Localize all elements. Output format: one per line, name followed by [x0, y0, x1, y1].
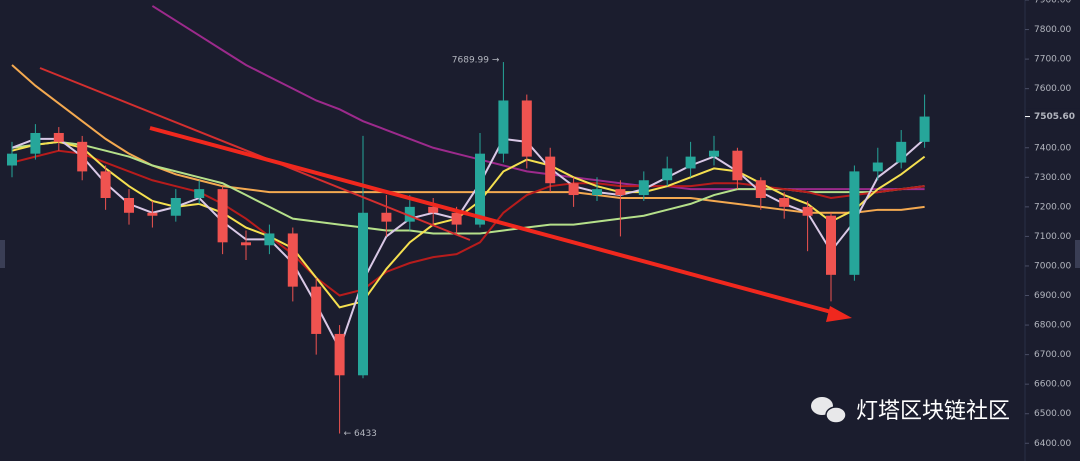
y-tick-label: 6600.00 — [1034, 380, 1071, 390]
side-handle — [1075, 240, 1080, 268]
candle-body — [358, 212, 368, 376]
candle-body — [896, 141, 907, 163]
candle-body — [779, 197, 790, 207]
candle-body — [381, 212, 392, 222]
low-annotation: ← 6433 — [344, 429, 377, 439]
candle-body — [194, 189, 205, 198]
candle-body — [755, 180, 766, 198]
y-tick-label: 7100.00 — [1034, 232, 1071, 242]
candle-body — [685, 156, 696, 169]
candle-body — [124, 197, 134, 213]
y-tick-label: 7000.00 — [1034, 261, 1071, 271]
candle-body — [709, 150, 719, 157]
high-annotation: 7689.99 → — [452, 56, 500, 66]
candle-body — [451, 212, 462, 225]
candle-body — [334, 333, 345, 376]
y-tick-label: 7700.00 — [1034, 55, 1071, 65]
trend-line — [39, 67, 471, 241]
moving-average-line — [11, 137, 926, 352]
candle-body — [241, 242, 251, 246]
candle-body — [77, 141, 88, 172]
watermark-icon — [811, 397, 847, 424]
candle-body — [826, 215, 836, 275]
y-tick-label: 7200.00 — [1034, 202, 1071, 212]
arrow-head — [826, 306, 852, 322]
candle-body — [919, 116, 930, 142]
candle-body — [264, 233, 275, 246]
candle-body — [147, 212, 158, 216]
candle-body — [615, 189, 626, 196]
candle-body — [100, 171, 111, 198]
moving-average-line — [11, 64, 925, 214]
y-tick-label: 7900.00 — [1034, 0, 1071, 6]
y-tick-label: 7600.00 — [1034, 84, 1071, 94]
moving-average-line — [151, 5, 925, 191]
moving-average-line — [11, 149, 925, 297]
last-price-label: 7505.60 — [1034, 112, 1075, 122]
candle-body — [638, 180, 649, 196]
last-price-box — [1026, 108, 1080, 125]
y-tick-label: 6500.00 — [1034, 409, 1071, 419]
candle-body — [545, 156, 556, 184]
y-tick-label: 6400.00 — [1034, 439, 1071, 449]
candle-body — [428, 206, 439, 213]
candle-body — [53, 132, 64, 142]
y-tick-label: 7300.00 — [1034, 173, 1071, 183]
candle-body — [404, 206, 415, 222]
moving-average-line — [11, 140, 926, 309]
y-tick-label: 6700.00 — [1034, 350, 1071, 360]
trend-arrow — [149, 126, 836, 315]
candle-body — [475, 153, 485, 225]
candle-body — [802, 206, 813, 216]
candle-body — [732, 150, 743, 181]
candle-body — [662, 168, 673, 181]
candle-body — [287, 233, 298, 287]
candle-body — [311, 286, 322, 334]
watermark: 灯塔区块链社区 — [856, 399, 1010, 424]
y-tick-label: 7400.00 — [1034, 143, 1071, 153]
candle-body — [170, 197, 181, 216]
y-tick-label: 6800.00 — [1034, 321, 1071, 331]
candle-body — [498, 100, 509, 154]
y-tick-label: 6900.00 — [1034, 291, 1071, 301]
side-handle — [0, 240, 5, 268]
y-tick-label: 7800.00 — [1034, 25, 1071, 35]
plot-area: 6400.00 6500.00 6600.00 6700.00 6800.00 6900.… — [7, 0, 1071, 449]
candle-body — [592, 189, 602, 196]
candle-body — [521, 100, 532, 157]
candle-body — [849, 171, 860, 275]
candle-body — [7, 153, 17, 166]
candle-body — [217, 189, 228, 243]
candle-body — [568, 183, 579, 196]
candle-body — [30, 132, 41, 154]
candle-body — [872, 162, 883, 172]
